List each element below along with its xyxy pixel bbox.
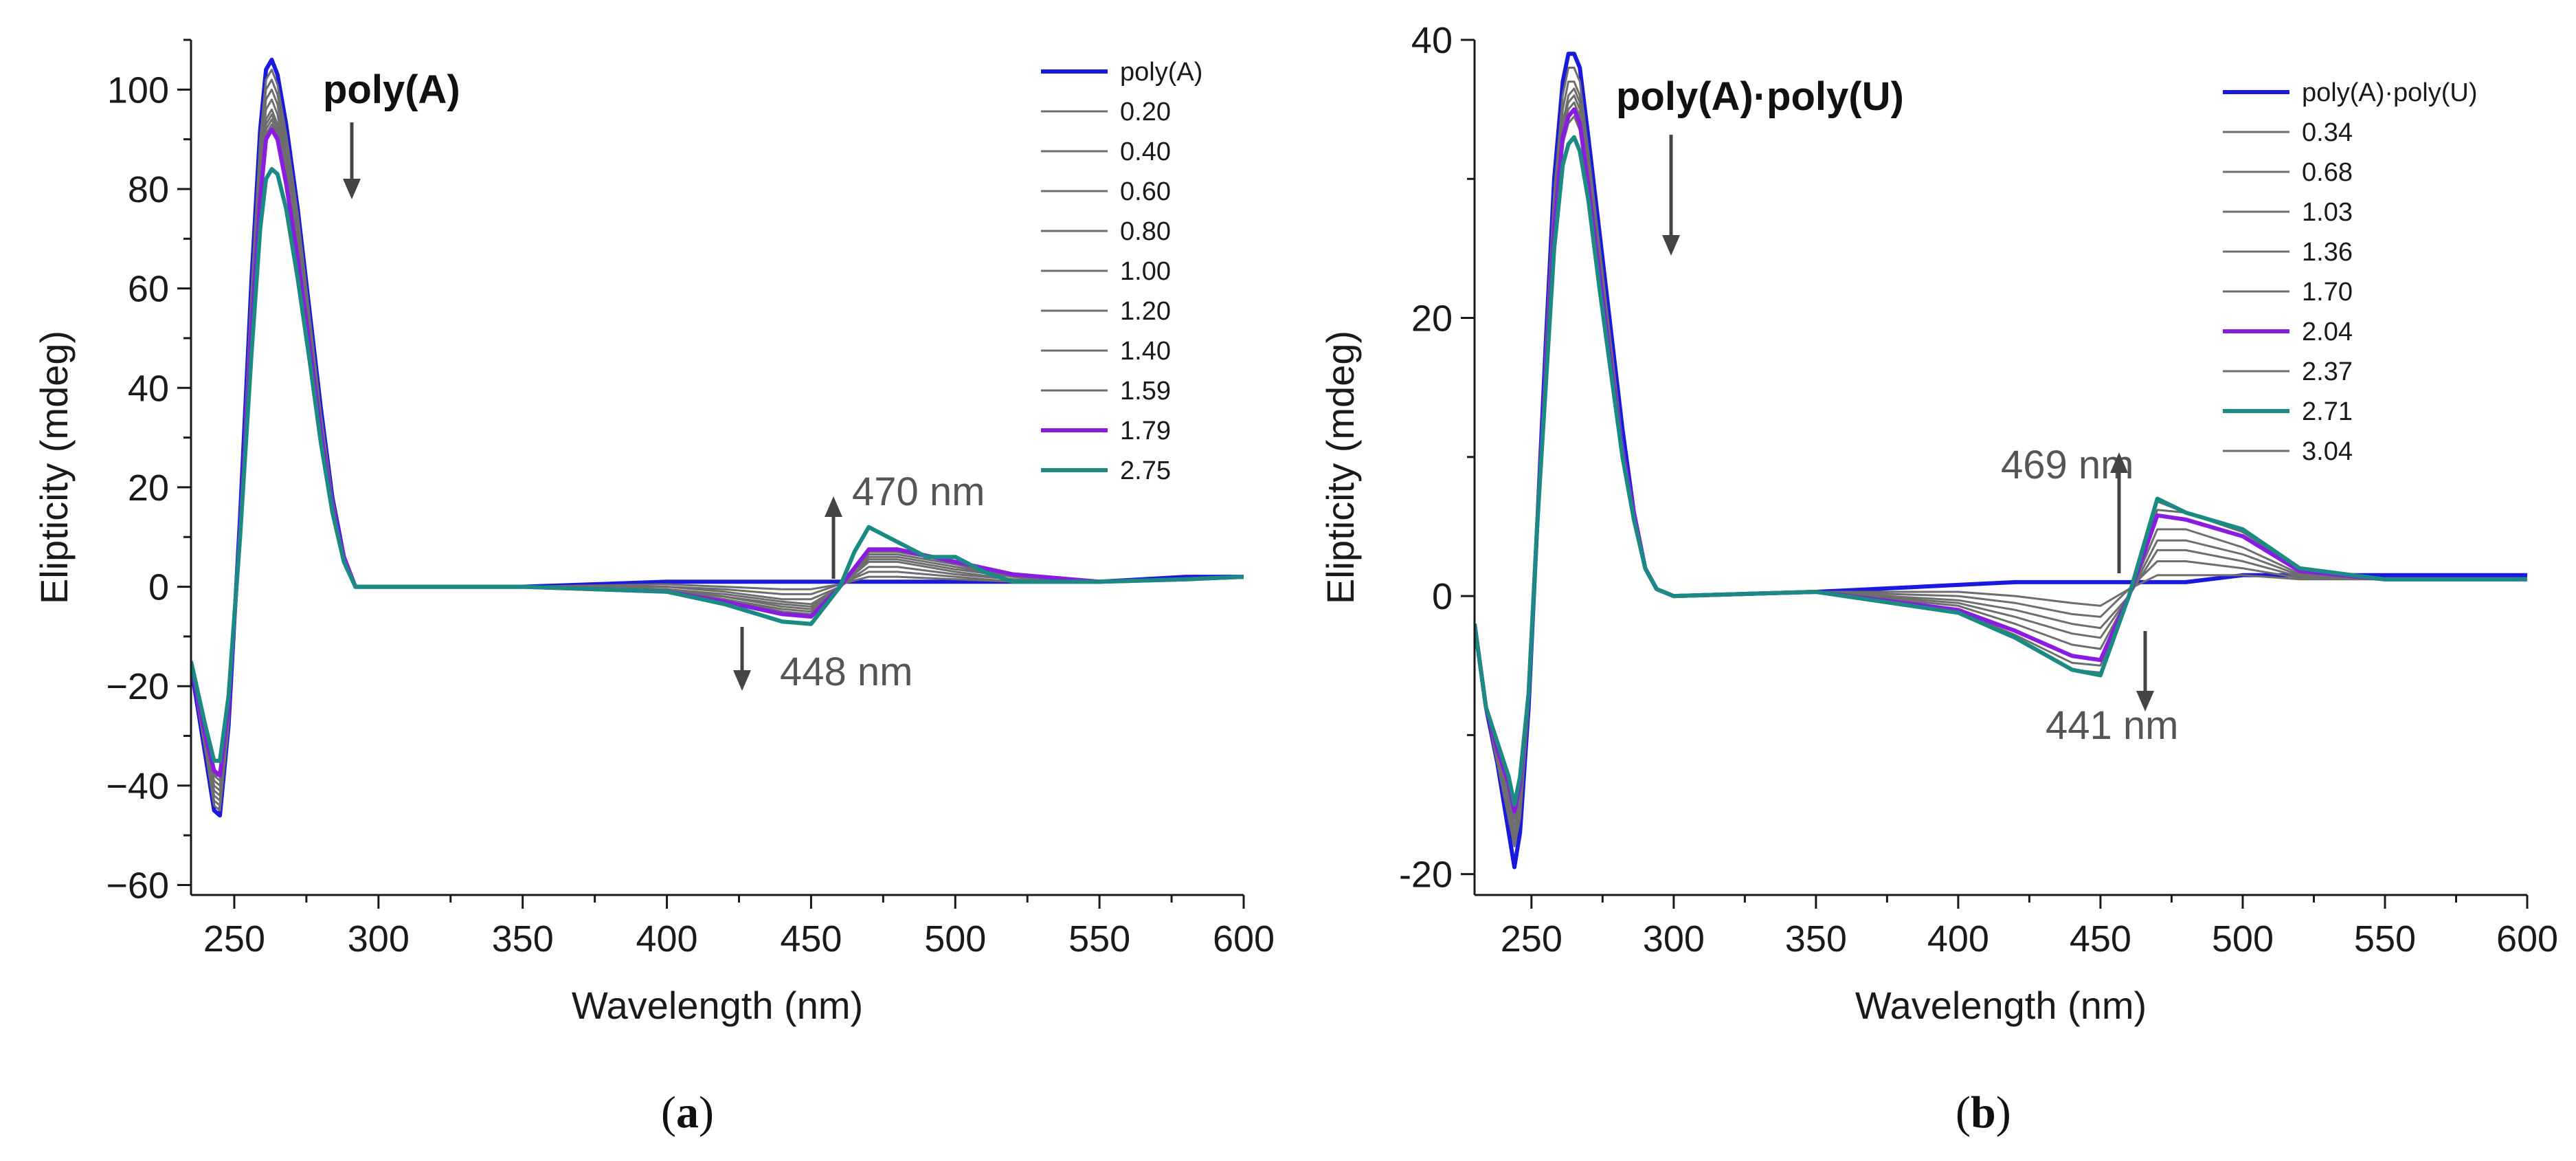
annotation-arrow — [2110, 452, 2128, 573]
legend-label: 1.70 — [2302, 278, 2353, 307]
legend-label: 2.71 — [2302, 397, 2353, 426]
x-tick-label: 400 — [636, 918, 697, 960]
legend-label: 1.03 — [2302, 198, 2353, 227]
x-tick-label: 600 — [1213, 918, 1275, 960]
panel-a: 250 300 350 400 450 500 550 600 −60 −40 −20 0 20 40 60… — [32, 38, 1275, 1138]
y-tick-label: 80 — [128, 169, 169, 210]
annotation-arrow — [825, 496, 842, 579]
x-axis-title: Wavelength (nm) — [1855, 984, 2147, 1027]
legend-label: 0.40 — [1120, 137, 1171, 166]
legend-label: 1.00 — [1120, 257, 1171, 286]
legend-label: 1.79 — [1120, 417, 1171, 445]
legend-label: 0.80 — [1120, 217, 1171, 246]
title-arrow — [1662, 135, 1680, 256]
plot-area — [1475, 52, 2527, 870]
annotation-arrow — [733, 627, 751, 691]
plot-area — [191, 57, 1244, 818]
y-tick-label: 20 — [1411, 298, 1453, 340]
legend-label: 2.37 — [2302, 357, 2353, 386]
title-arrow — [343, 122, 361, 199]
x-tick-label: 300 — [1643, 918, 1705, 960]
y-tick-label: −40 — [106, 766, 169, 807]
annotation-label: 469 nm — [2001, 443, 2133, 487]
legend-label: 2.75 — [1120, 456, 1171, 485]
x-tick-label: 550 — [1068, 918, 1130, 960]
y-tick-label: 0 — [1432, 576, 1453, 617]
annotation-label: 448 nm — [780, 650, 912, 694]
annotation-label: 470 nm — [852, 469, 985, 514]
panel-title: poly(A) — [323, 67, 460, 112]
x-tick-label: 600 — [2496, 918, 2558, 960]
legend-label: 1.36 — [2302, 238, 2353, 267]
x-tick-label: 500 — [924, 918, 986, 960]
y-tick-label: 20 — [128, 467, 169, 509]
x-tick-label: 250 — [1501, 918, 1563, 960]
y-tick-label: −20 — [106, 666, 169, 707]
x-tick-label: 550 — [2354, 918, 2416, 960]
x-tick-label: 450 — [2070, 918, 2131, 960]
legend-label: 1.40 — [1120, 337, 1171, 366]
panel-title: poly(A)·poly(U) — [1616, 74, 1904, 119]
y-tick-label: -20 — [1399, 854, 1453, 896]
legend-label: 0.34 — [2302, 118, 2353, 147]
panel-b: 250 300 350 400 450 500 550 600 -20 0 20 40 Waveleng… — [1319, 20, 2558, 1138]
legend-label: poly(A) — [1120, 58, 1202, 87]
y-tick-label: 60 — [128, 269, 169, 310]
legend-label: 0.68 — [2302, 158, 2353, 187]
y-tick-label: −60 — [106, 865, 169, 907]
panel-label: (b) — [1956, 1087, 2011, 1138]
series-line-2.75 — [191, 167, 1244, 763]
x-tick-label: 500 — [2212, 918, 2274, 960]
legend-label: 0.20 — [1120, 98, 1171, 126]
y-tick-label: 0 — [148, 567, 169, 608]
legend-label: 1.59 — [1120, 377, 1171, 406]
legend-label: 3.04 — [2302, 437, 2353, 466]
x-axis-title: Wavelength (nm) — [572, 984, 863, 1027]
legend-label: poly(A)·poly(U) — [2302, 78, 2477, 107]
x-tick-label: 400 — [1927, 918, 1989, 960]
x-tick-label: 350 — [1785, 918, 1847, 960]
y-axis-title: Elipticity (mdeg) — [32, 331, 76, 604]
panel-label: (a) — [661, 1087, 714, 1138]
y-tick-label: 40 — [1411, 20, 1453, 61]
legend-label: 0.60 — [1120, 177, 1171, 206]
x-tick-label: 250 — [203, 918, 265, 960]
y-tick-label: 100 — [107, 69, 169, 111]
y-tick-label: 40 — [128, 368, 169, 409]
x-tick-label: 300 — [348, 918, 410, 960]
legend-label: 1.20 — [1120, 297, 1171, 326]
x-tick-label: 450 — [780, 918, 842, 960]
legend-label: 2.04 — [2302, 318, 2353, 346]
x-tick-label: 350 — [492, 918, 554, 960]
series-line-2.71 — [1475, 135, 2527, 807]
annotation-label: 441 nm — [2046, 703, 2178, 748]
y-axis-title: Elipticity (mdeg) — [1319, 331, 1362, 604]
annotation-arrow — [2136, 631, 2154, 711]
